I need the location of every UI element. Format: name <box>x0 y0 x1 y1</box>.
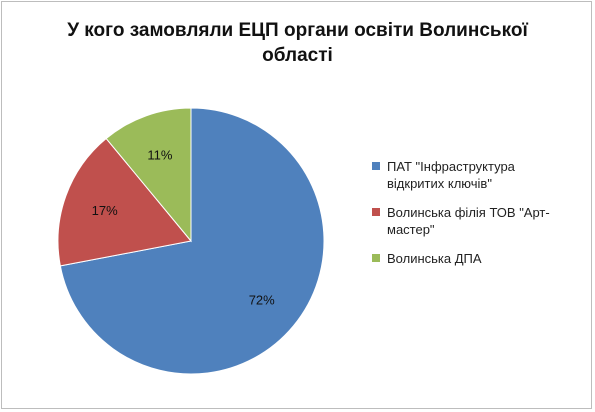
data-label-dpa: 11% <box>147 148 172 163</box>
chart-legend: ПАТ "Інфраструктура відкритих ключів" Во… <box>372 158 582 279</box>
legend-swatch-pat <box>372 162 380 170</box>
legend-label-art-master-line-2: мастер" <box>387 222 435 237</box>
pie-slice-pat <box>59 107 325 375</box>
legend-label-pat-line-1: ПАТ "Інфраструктура <box>387 159 515 174</box>
legend-item-pat: ПАТ "Інфраструктура відкритих ключів" <box>372 158 582 192</box>
legend-swatch-dpa <box>372 254 380 262</box>
data-label-art-master: 17% <box>92 203 118 218</box>
legend-label-pat-line-2: відкритих ключів" <box>387 176 492 191</box>
legend-item-art-master: Волинська філія ТОВ "Арт- мастер" <box>372 204 582 238</box>
legend-item-dpa: Волинська ДПА <box>372 250 582 267</box>
pie-slice-dpa <box>105 107 192 243</box>
legend-label-dpa-line-1: Волинська ДПА <box>387 251 482 266</box>
data-label-pat: 72% <box>249 292 275 307</box>
chart-title-line-2: області <box>262 45 333 66</box>
pie-slice-art-master <box>57 137 192 267</box>
legend-label-art-master-line-1: Волинська філія ТОВ "Арт- <box>387 205 550 220</box>
chart-title: У кого замовляли ЕЦП органи освіти Волин… <box>0 18 595 68</box>
legend-swatch-art-master <box>372 208 380 216</box>
chart-title-line-1: У кого замовляли ЕЦП органи освіти Волин… <box>67 20 528 41</box>
